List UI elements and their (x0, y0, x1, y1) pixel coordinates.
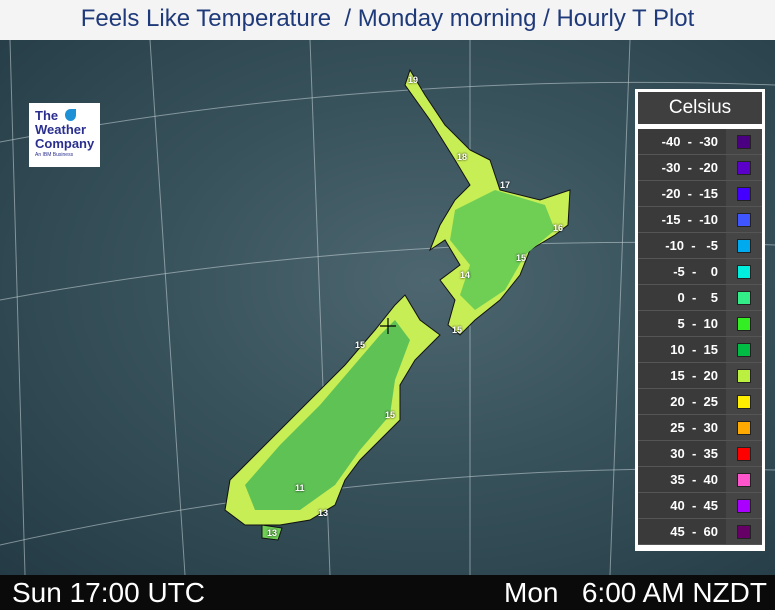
local-time: Mon 6:00 AM NZDT (504, 577, 767, 608)
legend-range: -40 - -30 (661, 134, 718, 149)
graticule (0, 40, 775, 575)
legend-range: -30 - -20 (661, 160, 718, 175)
legend-item: -15 - -10 (638, 207, 762, 233)
legend-item: -40 - -30 (638, 129, 762, 155)
temperature-legend: Celsius -40 - -30 -30 - -20 -20 - -15 -15 -… (635, 89, 765, 551)
temp-label: 13 (267, 528, 278, 538)
temp-label: 17 (500, 180, 511, 190)
legend-range: -10 - -5 (665, 238, 718, 253)
color-swatch (737, 186, 751, 201)
color-swatch (737, 368, 751, 383)
legend-range: -20 - -15 (661, 186, 718, 201)
legend-item: -5 - 0 (638, 259, 762, 285)
color-swatch (737, 446, 751, 461)
color-swatch (737, 238, 751, 253)
legend-item: 5 - 10 (638, 311, 762, 337)
temp-label: 13 (318, 508, 329, 518)
legend-range: 5 - 10 (677, 316, 718, 331)
legend-range: 15 - 20 (670, 368, 718, 383)
legend-item: 35 - 40 (638, 467, 762, 493)
location-marker-icon (380, 318, 396, 334)
page-title: Feels Like Temperature / Monday morning … (0, 0, 775, 40)
legend-item: 15 - 20 (638, 363, 762, 389)
legend-range: 25 - 30 (670, 420, 718, 435)
legend-item: 0 - 5 (638, 285, 762, 311)
color-swatch (737, 420, 751, 435)
utc-time: Sun 17:00 UTC (12, 577, 205, 608)
temp-label: 15 (516, 253, 527, 263)
temp-label: 18 (457, 152, 468, 162)
color-swatch (737, 498, 751, 513)
color-swatch (737, 394, 751, 409)
legend-item: 45 - 60 (638, 519, 762, 545)
south-island (224, 294, 441, 541)
color-swatch (737, 524, 751, 539)
temp-label: 15 (355, 340, 366, 350)
color-swatch (737, 316, 751, 331)
legend-item: 25 - 30 (638, 415, 762, 441)
legend-item: -30 - -20 (638, 155, 762, 181)
legend-range: 40 - 45 (670, 498, 718, 513)
raindrop-icon (65, 109, 76, 121)
legend-item: -20 - -15 (638, 181, 762, 207)
temp-label: 14 (460, 270, 471, 280)
color-swatch (737, 134, 751, 149)
temp-label: 11 (295, 483, 305, 493)
color-swatch (737, 472, 751, 487)
color-swatch (737, 290, 751, 305)
legend-range: 20 - 25 (670, 394, 718, 409)
temp-label: 16 (553, 223, 564, 233)
temp-label: 15 (452, 325, 463, 335)
color-swatch (737, 212, 751, 227)
time-bar: Sun 17:00 UTC Mon 6:00 AM NZDT (0, 575, 775, 610)
legend-range: -5 - 0 (673, 264, 718, 279)
north-island (404, 68, 571, 336)
legend-range: 10 - 15 (670, 342, 718, 357)
legend-item: -10 - -5 (638, 233, 762, 259)
legend-range: -15 - -10 (661, 212, 718, 227)
temp-label: 15 (385, 410, 396, 420)
color-swatch (737, 160, 751, 175)
legend-range: 0 - 5 (677, 290, 718, 305)
legend-range: 30 - 35 (670, 446, 718, 461)
legend-title: Celsius (638, 92, 762, 124)
legend-item: 40 - 45 (638, 493, 762, 519)
temp-label: 19 (408, 75, 419, 85)
legend-range: 35 - 40 (670, 472, 718, 487)
color-swatch (737, 342, 751, 357)
map-graphic (0, 40, 775, 575)
legend-range: 45 - 60 (670, 524, 718, 539)
legend-item: 10 - 15 (638, 337, 762, 363)
legend-item: 20 - 25 (638, 389, 762, 415)
color-swatch (737, 264, 751, 279)
legend-item: 30 - 35 (638, 441, 762, 467)
weather-company-logo: The Weather Company An IBM Business (29, 103, 100, 167)
